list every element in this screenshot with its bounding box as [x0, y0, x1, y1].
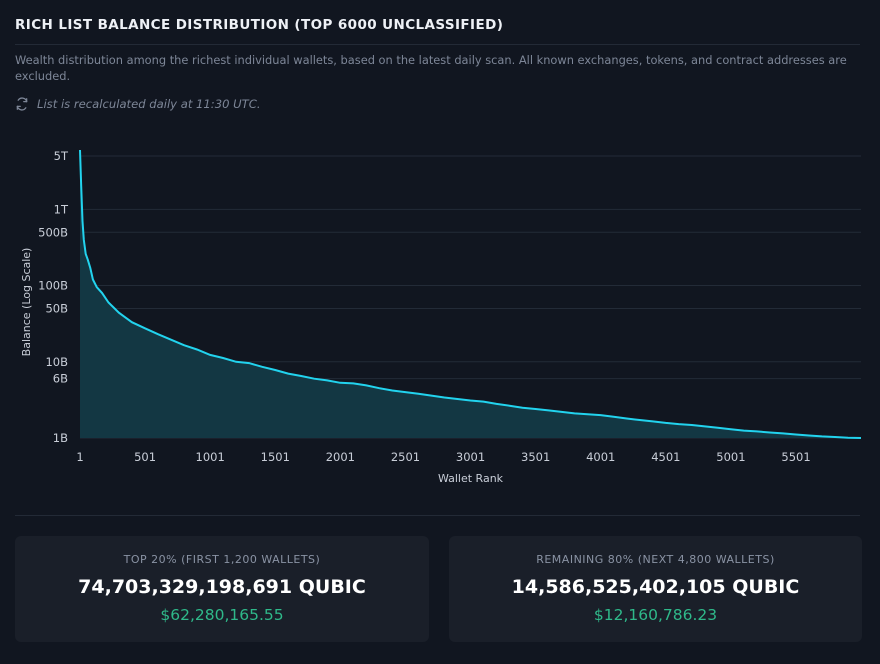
remaining-80-usd: $12,160,786.23	[593, 606, 718, 624]
x-tick-label: 1001	[196, 450, 225, 464]
y-tick-label: 10B	[45, 355, 68, 369]
page-description: Wealth distribution among the richest in…	[15, 53, 847, 83]
remaining-80-label: REMAINING 80% (NEXT 4,800 WALLETS)	[536, 553, 775, 566]
y-tick-label: 500B	[38, 225, 68, 239]
top-20-usd: $62,280,165.55	[160, 606, 284, 624]
top-20-card: TOP 20% (FIRST 1,200 WALLETS) 74,703,329…	[15, 536, 429, 642]
x-tick-label: 5501	[781, 450, 810, 464]
recalc-note: List is recalculated daily at 11:30 UTC.	[15, 97, 261, 111]
y-tick-label: 6B	[53, 372, 68, 386]
y-axis-label: Balance (Log Scale)	[20, 248, 33, 357]
x-tick-label: 4501	[651, 450, 680, 464]
x-tick-label: 4001	[586, 450, 615, 464]
balance-series-line[interactable]	[79, 149, 862, 439]
y-tick-label: 50B	[45, 301, 68, 315]
chart-divider	[15, 515, 860, 516]
title-divider	[15, 44, 860, 45]
refresh-icon	[15, 97, 29, 111]
y-tick-label: 100B	[38, 279, 68, 293]
x-tick-label: 5001	[716, 450, 745, 464]
y-axis-ticks: 1B 6B 10B 50B 100B 500B 1T 5T	[38, 149, 69, 445]
x-tick-label: 3501	[521, 450, 550, 464]
recalc-note-text: List is recalculated daily at 11:30 UTC.	[37, 97, 261, 111]
x-tick-label: 1501	[261, 450, 290, 464]
y-tick-label: 1T	[54, 202, 69, 216]
top-20-label: TOP 20% (FIRST 1,200 WALLETS)	[123, 553, 321, 566]
balance-area-fill	[80, 150, 861, 438]
y-tick-label: 1B	[53, 431, 68, 445]
x-axis-label: Wallet Rank	[438, 472, 504, 485]
y-tick-label: 5T	[54, 149, 69, 163]
x-tick-label: 2001	[326, 450, 355, 464]
x-axis-ticks: 1 501 1001 1501 2001 2501 3001 3501 4001 4501 5001…	[76, 450, 810, 464]
page-title: RICH LIST BALANCE DISTRIBUTION (TOP 6000…	[15, 17, 504, 33]
x-tick-label: 3001	[456, 450, 485, 464]
remaining-80-amount: 14,586,525,402,105 QUBIC	[511, 576, 800, 598]
x-tick-label: 501	[134, 450, 156, 464]
x-tick-label: 1	[76, 450, 83, 464]
top-20-amount: 74,703,329,198,691 QUBIC	[78, 576, 366, 598]
remaining-80-card: REMAINING 80% (NEXT 4,800 WALLETS) 14,58…	[449, 536, 862, 642]
x-tick-label: 2501	[391, 450, 420, 464]
